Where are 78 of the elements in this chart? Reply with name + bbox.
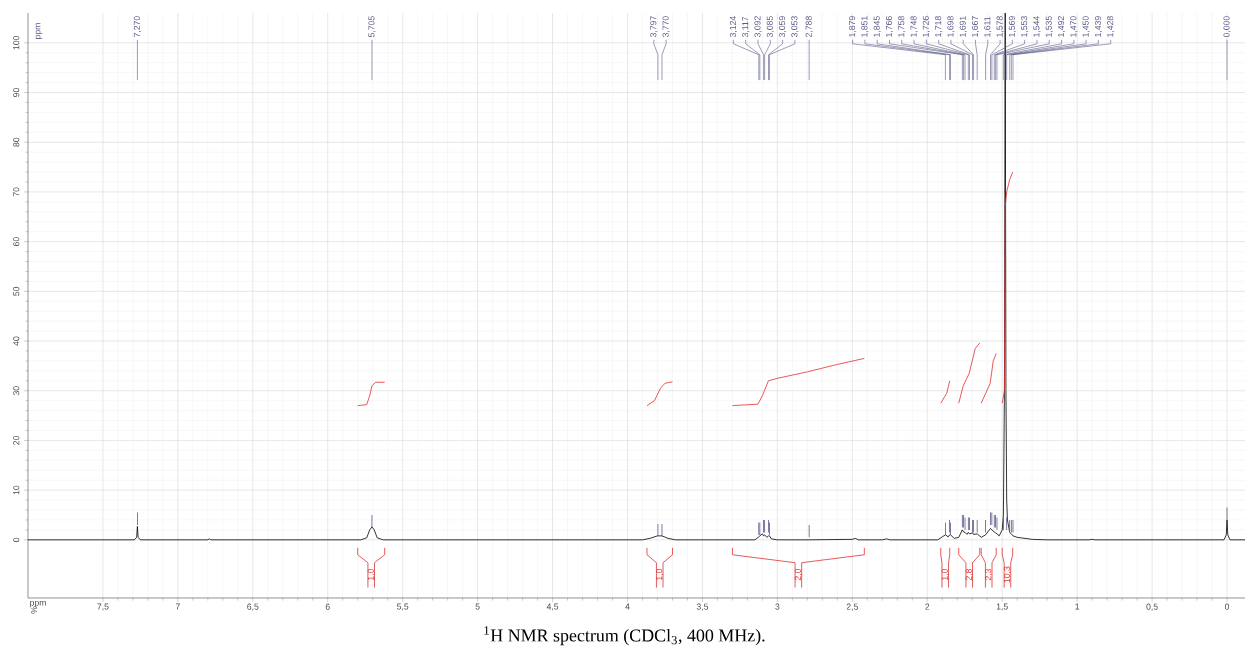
x-tick-label: 7,5 <box>97 603 109 611</box>
y-tick-label: 0 <box>13 537 20 542</box>
line-series <box>357 381 386 407</box>
y-tick-label: 100 <box>13 35 20 50</box>
x-tick-label: 4,5 <box>546 603 559 611</box>
annotation: 1,439 <box>1094 16 1102 37</box>
annotation: 1,569 <box>1008 16 1016 37</box>
annotation: ppm <box>35 23 43 39</box>
x-tick-label: 6,5 <box>247 603 259 611</box>
annotation: 3,797 <box>650 16 658 38</box>
x-tick-label: 1,5 <box>996 603 1008 611</box>
y-tick-label: 40 <box>13 336 20 346</box>
y-tick-label: 50 <box>13 286 20 296</box>
annotation: 3,085 <box>766 16 774 38</box>
annotation: 2,8 <box>965 569 973 581</box>
annotation: 1,544 <box>1033 16 1041 37</box>
annotation: 10,3 <box>1003 566 1012 583</box>
annotation: 5,705 <box>368 16 376 38</box>
y-tick-label: 60 <box>13 237 20 246</box>
x-tick-label: 1 <box>1075 603 1080 610</box>
annotation: 1,758 <box>898 16 906 37</box>
annotation: 3,092 <box>754 16 762 38</box>
annotation: 1,0 <box>656 568 664 580</box>
annotation: 1,726 <box>922 16 930 37</box>
annotation: 1,748 <box>910 16 918 37</box>
x-tick-label: 3,5 <box>696 603 709 611</box>
annotation: 3,770 <box>662 16 670 38</box>
annotation: 1,667 <box>971 16 980 37</box>
annotation: 1,0 <box>941 568 949 580</box>
line-series <box>646 381 673 407</box>
annotation: 1,0 <box>367 568 375 580</box>
line-series <box>958 342 981 404</box>
annotation: 1,845 <box>873 16 881 37</box>
annotation: 1,851 <box>861 16 869 37</box>
x-tick-label: 5,5 <box>397 603 409 611</box>
annotation: 3,124 <box>729 16 737 38</box>
x-tick-label: 2 <box>925 603 930 610</box>
annotation: 1,611 <box>984 16 992 37</box>
x-tick-label: 3 <box>775 603 780 610</box>
annotation: 1,492 <box>1057 16 1066 37</box>
annotation: 1,698 <box>947 16 955 37</box>
annotation: 1,535 <box>1045 16 1053 37</box>
annotation: 1,428 <box>1107 16 1115 37</box>
x-tick-label: 0 <box>1224 603 1230 610</box>
x-axis-title: ppm <box>30 600 46 608</box>
annotation: 3,059 <box>779 16 787 38</box>
annotation: 1,879 <box>849 16 857 37</box>
annotation: 1,553 <box>1021 16 1029 37</box>
annotation: 1,450 <box>1082 16 1090 37</box>
annotation: 3,053 <box>791 16 799 38</box>
annotation: 7,270 <box>133 16 141 37</box>
y-tick-label: 30 <box>13 386 20 396</box>
annotation: 1,766 <box>885 16 894 37</box>
line-series <box>1001 171 1014 404</box>
annotation: 2,0 <box>794 568 802 581</box>
annotation: 2,788 <box>805 16 813 37</box>
x-tick-label: 0,5 <box>1146 603 1158 611</box>
line-series <box>732 358 865 407</box>
text: $^{1}$H NMR spectrum (CDCl$_{3}$, 400 MHz). <box>484 626 765 646</box>
x-tick-label: 6 <box>325 603 330 610</box>
y-tick-label: 20 <box>13 435 20 445</box>
annotation: 1,578 <box>996 16 1004 37</box>
annotation: 1,691 <box>959 16 967 37</box>
x-tick-label: 4 <box>625 603 630 610</box>
y-axis-title: % <box>30 606 38 614</box>
y-tick-label: 80 <box>13 137 20 147</box>
x-tick-label: 2,5 <box>846 603 858 611</box>
y-tick-label: 10 <box>13 485 20 495</box>
annotation: 3,117 <box>742 16 750 38</box>
x-tick-label: 5 <box>475 603 480 610</box>
x-tick-label: 7 <box>175 603 180 610</box>
annotation: 0,000 <box>1223 16 1231 38</box>
annotation: 2,3 <box>985 569 993 581</box>
annotation: 1,718 <box>935 16 943 37</box>
y-tick-label: 70 <box>13 187 20 197</box>
y-tick-label: 90 <box>13 88 20 97</box>
annotation: 1,470 <box>1070 16 1078 37</box>
line-series <box>980 353 997 404</box>
